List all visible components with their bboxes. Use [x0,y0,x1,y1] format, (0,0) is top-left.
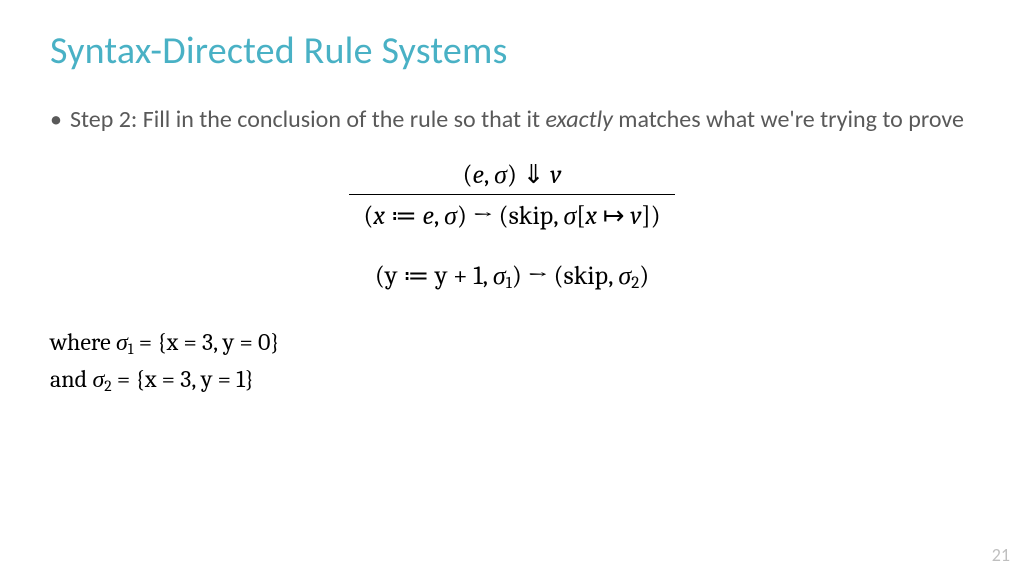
bullet-marker: • [50,104,62,136]
math-block: (e, σ) ⇓ v (x ≔ e, σ) → (skip, σ[x ↦ v])… [50,160,974,293]
inference-rule: (e, σ) ⇓ v (x ≔ e, σ) → (skip, σ[x ↦ v]) [349,160,674,231]
bullet-step2: • Step 2: Fill in the conclusion of the … [50,104,974,136]
where-sigma2: and σ2 = {x = 3, y = 1} [50,361,974,398]
slide-title: Syntax-Directed Rule Systems [50,28,974,74]
where-sigma1: where σ1 = {x = 3, y = 0} [50,324,974,361]
bullet-lead: Step 2: Fill in the conclusion of the ru… [70,105,546,134]
where-clauses: where σ1 = {x = 3, y = 0} and σ2 = {x = … [50,324,974,399]
bullet-text: Step 2: Fill in the conclusion of the ru… [70,104,964,136]
bullet-emph: exactly [545,105,612,134]
page-number: 21 [992,544,1010,566]
instance-line: (y ≔ y + 1, σ1) → (skip, σ2) [50,261,974,293]
bullet-tail: matches what we're trying to prove [613,105,964,134]
rule-premise: (e, σ) ⇓ v [349,160,674,194]
rule-conclusion: (x ≔ e, σ) → (skip, σ[x ↦ v]) [349,195,674,231]
